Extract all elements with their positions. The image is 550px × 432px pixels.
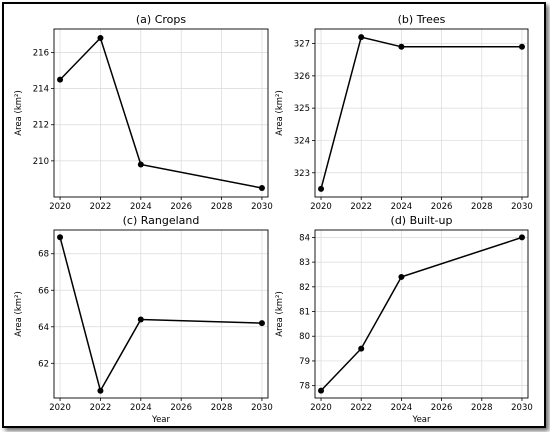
- x-tick-label: 2026: [170, 403, 192, 413]
- subplot-title: (b) Trees: [398, 13, 446, 26]
- chart-figure: 2020 2022 2024 2026 2028 2030 210 212 214 216 (a) …: [14, 13, 533, 425]
- axes-box: [53, 28, 269, 198]
- data-point: [137, 316, 144, 323]
- x-tick-label: 2026: [170, 202, 192, 212]
- subplot-1: 2020 2022 2024 2026 2028 2030 210 212 214 216 (a) …: [14, 13, 273, 212]
- data-point: [57, 234, 64, 241]
- axes-box: [314, 229, 529, 399]
- y-tick-label: 78: [299, 382, 310, 392]
- figure-frame: 2020 2022 2024 2026 2028 2030 210 212 214 216 (a) …: [2, 2, 546, 428]
- data-point: [318, 185, 325, 192]
- x-tick-label: 2026: [431, 202, 453, 212]
- x-tick-label: 2020: [310, 202, 332, 212]
- y-tick-label: 214: [33, 85, 49, 95]
- x-tick-label: 2020: [49, 403, 71, 413]
- subplot-3: 2020 2022 2024 2026 2028 2030 62 64 66 68 (c) Rang…: [14, 214, 273, 425]
- y-tick-label: 327: [294, 40, 310, 50]
- x-tick-label: 2028: [211, 202, 233, 212]
- y-tick-label: 216: [33, 48, 49, 58]
- series-line: [320, 236, 523, 392]
- x-tick-label: 2030: [251, 202, 273, 212]
- subplot-title: (c) Rangeland: [123, 214, 200, 227]
- x-tick-label: 2028: [471, 403, 493, 413]
- x-axis-label: Year: [151, 415, 171, 425]
- x-tick-label: 2022: [90, 403, 112, 413]
- x-tick-label: 2030: [511, 202, 533, 212]
- x-tick-label: 2022: [350, 403, 372, 413]
- y-tick-label: 83: [299, 258, 310, 268]
- y-tick-label: 326: [294, 72, 310, 82]
- subplot-4: 2020 2022 2024 2026 2028 2030 78 79 80 81 82 83 84 (d…: [275, 214, 533, 425]
- y-tick-label: 79: [299, 357, 310, 367]
- x-tick-label: 2024: [391, 202, 413, 212]
- axes-box: [314, 28, 529, 198]
- data-point: [137, 161, 144, 168]
- y-axis-label: Area (km²): [14, 90, 24, 136]
- y-tick-label: 66: [38, 286, 49, 296]
- y-tick-label: 64: [38, 323, 49, 333]
- y-tick-label: 323: [294, 169, 310, 179]
- x-tick-label: 2030: [251, 403, 273, 413]
- data-point: [518, 234, 525, 241]
- y-tick-label: 324: [294, 136, 310, 146]
- y-axis-label: Area (km²): [275, 90, 285, 136]
- series-line: [59, 237, 262, 393]
- data-point: [97, 387, 104, 394]
- subplot-title: (a) Crops: [136, 13, 186, 26]
- subplot-title: (d) Built-up: [391, 214, 453, 227]
- data-point: [258, 184, 265, 191]
- y-tick-label: 80: [299, 332, 310, 342]
- x-tick-label: 2020: [49, 202, 71, 212]
- series-line: [59, 36, 263, 189]
- data-point: [398, 43, 405, 50]
- data-point: [358, 34, 365, 41]
- x-tick-label: 2030: [511, 403, 533, 413]
- data-point: [57, 76, 64, 83]
- data-point: [518, 43, 525, 50]
- data-point: [318, 387, 325, 394]
- subplot-2: 2020 2022 2024 2026 2028 2030 323 324 325 326 327 (…: [275, 13, 533, 212]
- y-tick-label: 81: [299, 308, 310, 318]
- series-line: [320, 36, 522, 190]
- x-tick-label: 2022: [350, 202, 372, 212]
- data-point: [258, 320, 265, 327]
- x-axis-label: Year: [412, 415, 432, 425]
- y-tick-label: 82: [299, 283, 310, 293]
- y-axis-label: Area (km²): [14, 291, 24, 337]
- axes-box: [53, 229, 269, 399]
- y-tick-label: 62: [38, 359, 49, 369]
- x-tick-label: 2024: [130, 202, 152, 212]
- x-tick-label: 2028: [211, 403, 233, 413]
- data-point: [97, 35, 104, 42]
- x-tick-label: 2028: [471, 202, 493, 212]
- x-tick-label: 2024: [130, 403, 152, 413]
- x-tick-label: 2020: [310, 403, 332, 413]
- y-tick-label: 68: [38, 250, 49, 260]
- x-tick-label: 2026: [431, 403, 453, 413]
- x-tick-label: 2022: [90, 202, 112, 212]
- y-axis-label: Area (km²): [275, 291, 285, 337]
- y-tick-label: 212: [33, 121, 49, 131]
- x-tick-label: 2024: [391, 403, 413, 413]
- y-tick-label: 84: [299, 233, 310, 243]
- y-tick-label: 325: [294, 104, 310, 114]
- data-point: [358, 345, 365, 352]
- data-point: [398, 273, 405, 280]
- y-tick-label: 210: [33, 157, 49, 167]
